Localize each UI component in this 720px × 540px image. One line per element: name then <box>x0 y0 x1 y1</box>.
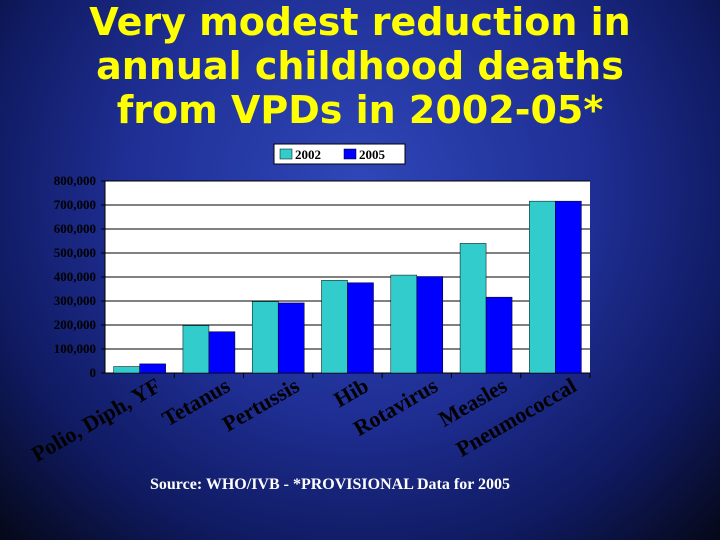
bar-2005 <box>208 331 236 374</box>
y-tick-label: 100,000 <box>54 341 96 356</box>
bar-2002 <box>459 243 487 374</box>
category-label: Pertussis <box>218 372 304 436</box>
bar-2005 <box>555 200 582 374</box>
bar-2002 <box>390 274 418 374</box>
y-tick-label: 0 <box>90 365 97 380</box>
bar-2005 <box>347 282 374 374</box>
legend-swatch-2005 <box>343 148 357 160</box>
bar-2005 <box>416 276 444 374</box>
legend: 2002 2005 <box>273 143 406 165</box>
bar-2002 <box>182 325 210 374</box>
bar-2002 <box>251 301 279 374</box>
bar-2005 <box>277 302 305 374</box>
bar-2005 <box>139 363 166 374</box>
bar-2005 <box>485 296 513 374</box>
title-line-2: annual childhood deaths <box>96 44 624 88</box>
y-tick-label: 200,000 <box>54 317 96 332</box>
legend-box <box>273 143 406 165</box>
y-tick-label: 800,000 <box>54 173 96 188</box>
y-tick-label: 300,000 <box>54 293 96 308</box>
source-note: Source: WHO/IVB - *PROVISIONAL Data for … <box>150 476 511 493</box>
y-tick-label: 500,000 <box>54 245 96 260</box>
category-label: Hib <box>329 373 372 412</box>
bar-2002 <box>321 280 348 374</box>
category-label: Polio, Diph, YF <box>27 373 165 467</box>
bar-2002 <box>113 366 140 374</box>
legend-label-2002: 2002 <box>295 147 321 162</box>
y-tick-label: 400,000 <box>54 269 96 284</box>
y-tick-label: 600,000 <box>54 221 96 236</box>
bar-2002 <box>529 200 556 374</box>
title-line-1: Very modest reduction in <box>89 0 631 44</box>
y-tick-label: 700,000 <box>54 197 96 212</box>
title-line-3: from VPDs in 2002-05* <box>116 88 604 132</box>
chart-title: Very modest reduction in annual childhoo… <box>0 0 720 132</box>
legend-label-2005: 2005 <box>359 147 386 162</box>
legend-swatch-2002 <box>279 148 293 160</box>
